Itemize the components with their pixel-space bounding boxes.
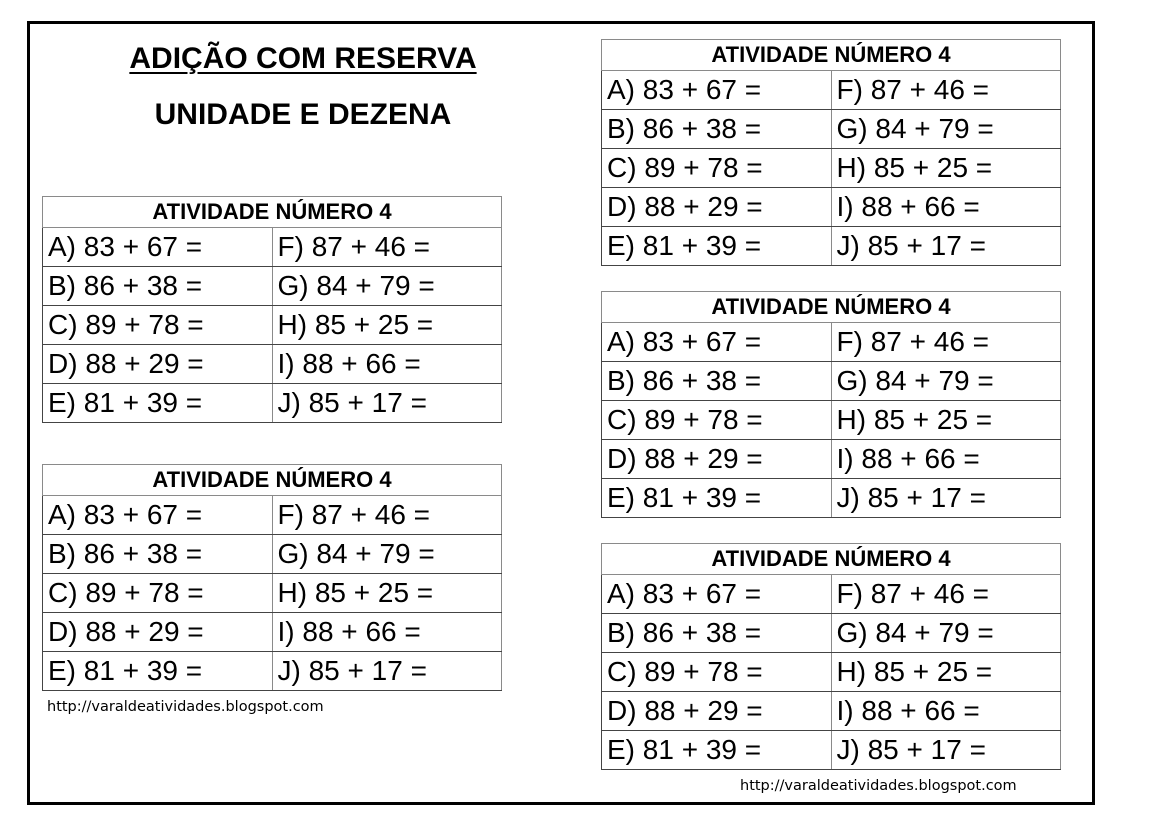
- exercise-row: A) 83 + 67 = F) 87 + 46 =: [601, 70, 1061, 110]
- exercise-cell: A) 83 + 67 =: [601, 322, 832, 362]
- exercise-cell: C) 89 + 78 =: [601, 652, 832, 692]
- exercise-row: E) 81 + 39 = J) 85 + 17 =: [42, 383, 502, 423]
- exercise-cell: I) 88 + 66 =: [271, 612, 502, 652]
- activity-table: ATIVIDADE NÚMERO 4 A) 83 + 67 = F) 87 + 46…: [601, 291, 1061, 518]
- exercise-cell: H) 85 + 25 =: [271, 573, 502, 613]
- exercise-cell: B) 86 + 38 =: [601, 361, 832, 401]
- exercise-cell: H) 85 + 25 =: [830, 400, 1061, 440]
- exercise-row: A) 83 + 67 = F) 87 + 46 =: [601, 574, 1061, 614]
- exercise-row: D) 88 + 29 = I) 88 + 66 =: [42, 612, 502, 652]
- exercise-row: B) 86 + 38 = G) 84 + 79 =: [42, 534, 502, 574]
- exercise-row: E) 81 + 39 = J) 85 + 17 =: [601, 226, 1061, 266]
- exercise-cell: D) 88 + 29 =: [42, 344, 273, 384]
- activity-header: ATIVIDADE NÚMERO 4: [42, 196, 502, 228]
- exercise-row: A) 83 + 67 = F) 87 + 46 =: [601, 322, 1061, 362]
- exercise-cell: E) 81 + 39 =: [601, 478, 832, 518]
- exercise-cell: D) 88 + 29 =: [601, 439, 832, 479]
- exercise-row: C) 89 + 78 = H) 85 + 25 =: [601, 652, 1061, 692]
- exercise-cell: F) 87 + 46 =: [830, 574, 1061, 614]
- exercise-cell: D) 88 + 29 =: [601, 187, 832, 227]
- exercise-cell: F) 87 + 46 =: [830, 322, 1061, 362]
- exercise-cell: C) 89 + 78 =: [601, 400, 832, 440]
- exercise-row: B) 86 + 38 = G) 84 + 79 =: [601, 361, 1061, 401]
- exercise-cell: E) 81 + 39 =: [601, 730, 832, 770]
- exercise-cell: B) 86 + 38 =: [601, 613, 832, 653]
- exercise-cell: G) 84 + 79 =: [830, 109, 1061, 149]
- exercise-cell: G) 84 + 79 =: [830, 613, 1061, 653]
- exercise-row: B) 86 + 38 = G) 84 + 79 =: [601, 109, 1061, 149]
- exercise-row: C) 89 + 78 = H) 85 + 25 =: [42, 305, 502, 345]
- exercise-cell: G) 84 + 79 =: [830, 361, 1061, 401]
- exercise-cell: A) 83 + 67 =: [42, 495, 273, 535]
- exercise-row: D) 88 + 29 = I) 88 + 66 =: [42, 344, 502, 384]
- exercise-cell: F) 87 + 46 =: [271, 227, 502, 267]
- exercise-cell: F) 87 + 46 =: [830, 70, 1061, 110]
- activity-header: ATIVIDADE NÚMERO 4: [42, 464, 502, 496]
- exercise-cell: H) 85 + 25 =: [830, 148, 1061, 188]
- exercise-row: A) 83 + 67 = F) 87 + 46 =: [42, 495, 502, 535]
- exercise-cell: A) 83 + 67 =: [601, 70, 832, 110]
- exercise-row: D) 88 + 29 = I) 88 + 66 =: [601, 187, 1061, 227]
- exercise-row: E) 81 + 39 = J) 85 + 17 =: [42, 651, 502, 691]
- worksheet-subtitle: UNIDADE E DEZENA: [154, 98, 452, 131]
- exercise-cell: B) 86 + 38 =: [42, 266, 273, 306]
- exercise-row: B) 86 + 38 = G) 84 + 79 =: [42, 266, 502, 306]
- activity-table: ATIVIDADE NÚMERO 4 A) 83 + 67 = F) 87 + 46…: [601, 543, 1061, 770]
- exercise-cell: H) 85 + 25 =: [830, 652, 1061, 692]
- exercise-cell: G) 84 + 79 =: [271, 534, 502, 574]
- exercise-cell: J) 85 + 17 =: [830, 730, 1061, 770]
- exercise-cell: E) 81 + 39 =: [42, 383, 273, 423]
- activity-table: ATIVIDADE NÚMERO 4 A) 83 + 67 = F) 87 + 46…: [42, 464, 502, 691]
- exercise-cell: C) 89 + 78 =: [601, 148, 832, 188]
- activity-table: ATIVIDADE NÚMERO 4 A) 83 + 67 = F) 87 + 46…: [601, 39, 1061, 266]
- exercise-cell: I) 88 + 66 =: [830, 439, 1061, 479]
- activity-header: ATIVIDADE NÚMERO 4: [601, 291, 1061, 323]
- exercise-row: C) 89 + 78 = H) 85 + 25 =: [42, 573, 502, 613]
- exercise-cell: C) 89 + 78 =: [42, 305, 273, 345]
- exercise-cell: J) 85 + 17 =: [271, 383, 502, 423]
- exercise-cell: F) 87 + 46 =: [271, 495, 502, 535]
- footer-url-right: http://varaldeatividades.blogspot.com: [740, 778, 1017, 794]
- exercise-row: B) 86 + 38 = G) 84 + 79 =: [601, 613, 1061, 653]
- exercise-cell: G) 84 + 79 =: [271, 266, 502, 306]
- activity-table: ATIVIDADE NÚMERO 4 A) 83 + 67 = F) 87 + 46…: [42, 196, 502, 423]
- exercise-cell: E) 81 + 39 =: [601, 226, 832, 266]
- exercise-cell: B) 86 + 38 =: [42, 534, 273, 574]
- activity-header: ATIVIDADE NÚMERO 4: [601, 39, 1061, 71]
- exercise-cell: D) 88 + 29 =: [42, 612, 273, 652]
- exercise-row: E) 81 + 39 = J) 85 + 17 =: [601, 730, 1061, 770]
- exercise-cell: B) 86 + 38 =: [601, 109, 832, 149]
- exercise-cell: J) 85 + 17 =: [830, 478, 1061, 518]
- exercise-cell: A) 83 + 67 =: [601, 574, 832, 614]
- exercise-row: C) 89 + 78 = H) 85 + 25 =: [601, 148, 1061, 188]
- page-border: [27, 21, 1095, 805]
- exercise-cell: I) 88 + 66 =: [830, 691, 1061, 731]
- exercise-row: C) 89 + 78 = H) 85 + 25 =: [601, 400, 1061, 440]
- exercise-cell: D) 88 + 29 =: [601, 691, 832, 731]
- exercise-cell: I) 88 + 66 =: [830, 187, 1061, 227]
- exercise-cell: I) 88 + 66 =: [271, 344, 502, 384]
- exercise-cell: J) 85 + 17 =: [271, 651, 502, 691]
- exercise-cell: A) 83 + 67 =: [42, 227, 273, 267]
- exercise-row: E) 81 + 39 = J) 85 + 17 =: [601, 478, 1061, 518]
- worksheet-title: ADIÇÃO COM RESERVA: [129, 42, 477, 75]
- exercise-cell: C) 89 + 78 =: [42, 573, 273, 613]
- activity-header: ATIVIDADE NÚMERO 4: [601, 543, 1061, 575]
- exercise-row: D) 88 + 29 = I) 88 + 66 =: [601, 691, 1061, 731]
- exercise-cell: H) 85 + 25 =: [271, 305, 502, 345]
- exercise-row: D) 88 + 29 = I) 88 + 66 =: [601, 439, 1061, 479]
- exercise-cell: E) 81 + 39 =: [42, 651, 273, 691]
- exercise-row: A) 83 + 67 = F) 87 + 46 =: [42, 227, 502, 267]
- footer-url-left: http://varaldeatividades.blogspot.com: [47, 699, 324, 715]
- exercise-cell: J) 85 + 17 =: [830, 226, 1061, 266]
